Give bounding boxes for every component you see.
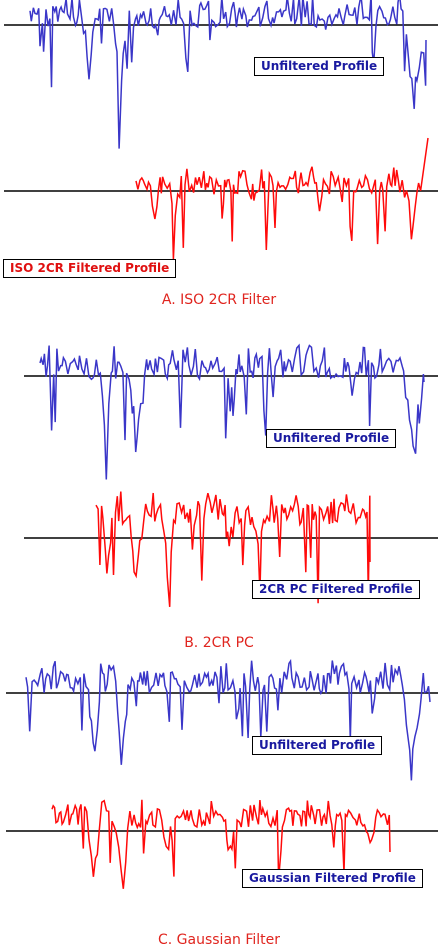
unfiltered-profile-label: Unfiltered Profile	[252, 736, 383, 755]
filtered-profile-trace	[135, 137, 429, 260]
unfiltered-profile-label: Unfiltered Profile	[266, 429, 397, 448]
unfiltered-profile-trace	[39, 343, 425, 480]
panel-b-plot	[24, 343, 438, 607]
filtered-profile-label: ISO 2CR Filtered Profile	[3, 259, 177, 278]
filtered-profile-label: Gaussian Filtered Profile	[242, 869, 423, 888]
panel-c-plot	[6, 658, 438, 889]
panel-b-caption: B. 2CR PC	[184, 635, 254, 651]
unfiltered-profile-label: Unfiltered Profile	[254, 57, 385, 76]
panel-c: Unfiltered Profile Gaussian Filtered Pro…	[0, 658, 438, 950]
panel-a: Unfiltered Profile ISO 2CR Filtered Prof…	[0, 0, 438, 320]
unfiltered-profile-trace	[25, 658, 431, 781]
filtered-profile-trace	[51, 799, 391, 889]
filtered-profile-trace	[95, 491, 371, 607]
filtered-profile-label: 2CR PC Filtered Profile	[252, 580, 420, 599]
panel-a-plot	[4, 0, 438, 260]
panel-c-caption: C. Gaussian Filter	[157, 932, 281, 948]
panel-b: Unfiltered Profile 2CR PC Filtered Profi…	[0, 330, 438, 660]
unfiltered-profile-trace	[29, 0, 427, 149]
panel-a-caption: A. ISO 2CR Filter	[161, 292, 277, 308]
